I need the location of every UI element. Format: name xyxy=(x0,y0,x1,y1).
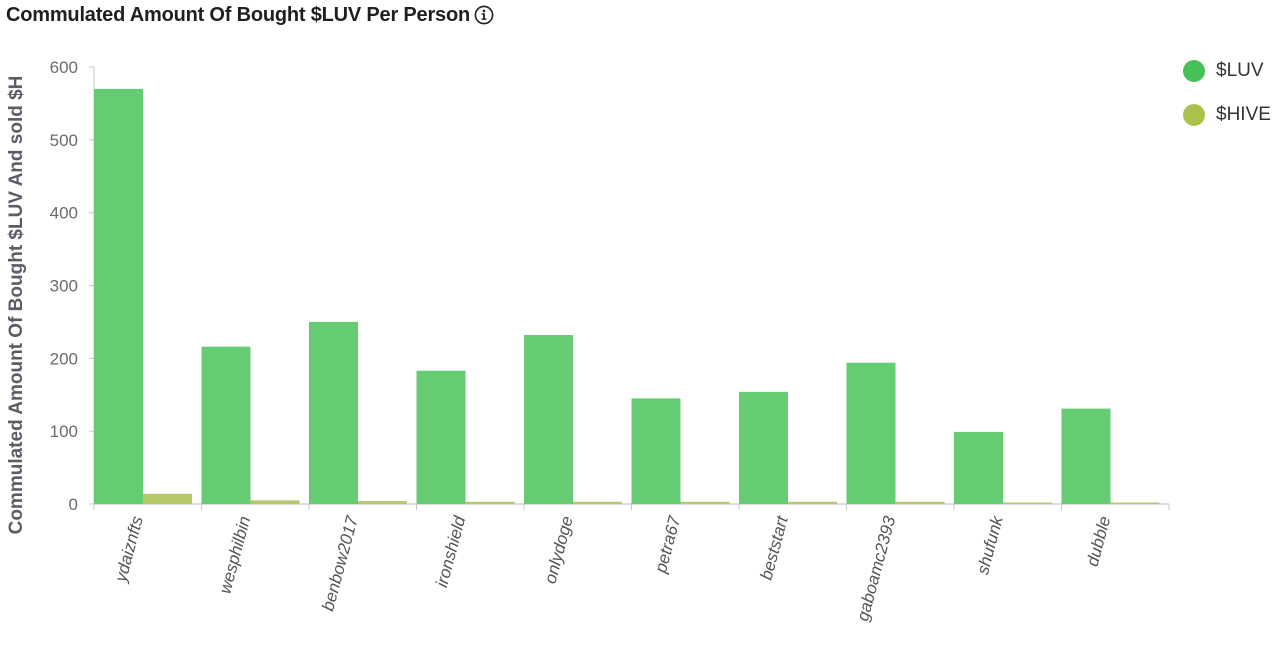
chart-legend: $LUV $HIVE xyxy=(1183,58,1271,146)
chart-title: Commulated Amount Of Bought $LUV Per Per… xyxy=(6,3,471,26)
bar-luv-benbow2017 xyxy=(309,321,358,504)
bar-luv-wesphilbin xyxy=(201,346,251,504)
legend-swatch-hive xyxy=(1183,104,1205,126)
y-tick-label: 500 xyxy=(50,131,78,150)
y-tick-label: 0 xyxy=(69,495,78,514)
y-tick-label: 400 xyxy=(50,204,78,223)
legend-label-luv: $LUV xyxy=(1216,60,1264,81)
x-category-label: beststart xyxy=(757,513,793,582)
bar-luv-gaboamc2393 xyxy=(846,362,896,504)
bar-hive-beststart xyxy=(788,501,837,504)
x-category-label: benbow2017 xyxy=(318,514,362,613)
x-category-label: onlydoge xyxy=(541,514,577,586)
y-tick-label: 300 xyxy=(50,277,78,296)
bar-luv-ironshield xyxy=(416,370,466,504)
bar-luv-dubble xyxy=(1061,408,1111,504)
bar-hive-gaboamc2393 xyxy=(895,501,945,504)
chart-header: Commulated Amount Of Bought $LUV Per Per… xyxy=(6,3,494,27)
bar-luv-beststart xyxy=(739,391,788,504)
bar-luv-petra67 xyxy=(631,398,681,504)
bar-luv-shufunk xyxy=(954,431,1003,504)
bar-hive-shufunk xyxy=(1003,502,1052,504)
y-tick-label: 200 xyxy=(50,349,78,368)
y-tick-label: 600 xyxy=(50,58,78,77)
x-category-label: wesphilbin xyxy=(215,514,254,596)
bar-hive-petra67 xyxy=(680,501,730,504)
y-tick-label: 100 xyxy=(50,422,78,441)
x-category-label: dubble xyxy=(1083,514,1115,568)
info-icon[interactable] xyxy=(474,5,494,25)
x-category-label: petra67 xyxy=(651,514,685,576)
x-category-label: shufunk xyxy=(973,513,1007,577)
x-category-label: ironshield xyxy=(432,514,469,590)
legend-item-luv[interactable]: $LUV xyxy=(1183,58,1271,84)
legend-swatch-luv xyxy=(1183,60,1205,82)
bar-hive-wesphilbin xyxy=(250,500,300,504)
y-axis-title: Commulated Amount Of Bought $LUV And sol… xyxy=(6,76,27,535)
bar-hive-dubble xyxy=(1110,502,1160,504)
bar-hive-ironshield xyxy=(465,501,515,504)
legend-label-hive: $HIVE xyxy=(1216,104,1271,125)
bar-hive-benbow2017 xyxy=(358,501,407,504)
legend-item-hive[interactable]: $HIVE xyxy=(1183,102,1271,128)
bar-luv-onlydoge xyxy=(524,335,573,504)
bar-hive-ydaiznfts xyxy=(143,493,192,504)
bar-hive-onlydoge xyxy=(573,501,622,504)
x-category-label: ydaiznfts xyxy=(111,514,147,585)
x-category-label: gaboamc2393 xyxy=(853,514,899,624)
bar-luv-ydaiznfts xyxy=(94,88,143,504)
